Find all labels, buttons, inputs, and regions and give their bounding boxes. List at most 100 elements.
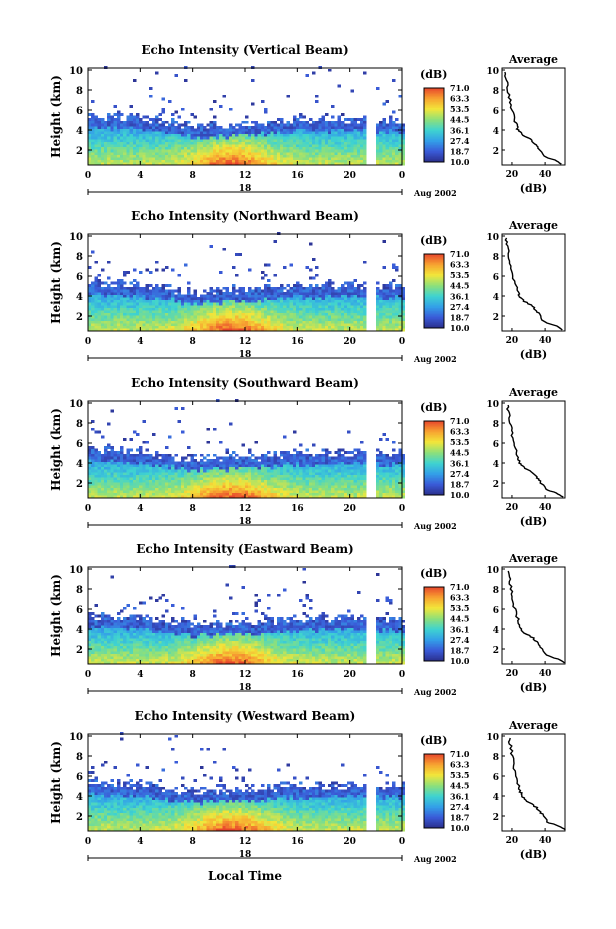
heatmap-cell: [187, 472, 191, 475]
heatmap-cell: [328, 120, 332, 124]
heatmap-cell: [241, 141, 246, 145]
heatmap-cell: [110, 446, 114, 449]
heatmap-cell: [206, 149, 210, 153]
heatmap-cell: [171, 289, 175, 293]
heatmap-cell: [190, 318, 194, 321]
heatmap-cell: [113, 495, 118, 499]
colorbar-segment: [424, 123, 444, 126]
heatmap-cell: [139, 136, 143, 140]
heatmap-cell: [225, 302, 230, 306]
heatmap-cell: [289, 490, 294, 494]
heatmap-cell: [385, 302, 390, 306]
heatmap-cell: [152, 474, 156, 478]
heatmap-cell: [155, 299, 159, 303]
heatmap-cell: [203, 320, 207, 324]
heatmap-cell: [113, 474, 118, 478]
heatmap-cell: [126, 461, 130, 465]
heatmap-cell: [184, 482, 188, 486]
heatmap-cell: [376, 328, 380, 332]
heatmap-cell: [209, 477, 214, 481]
heatmap-cell: [308, 302, 313, 306]
heatmap-cell: [104, 144, 108, 148]
heatmap-cell: [283, 477, 287, 481]
heatmap-cell: [379, 146, 383, 150]
heatmap-cell: [132, 79, 137, 83]
heatmap-cell: [388, 128, 393, 132]
heatmap-cell: [385, 126, 390, 129]
heatmap-cell: [206, 133, 210, 137]
heatmap-cell: [155, 123, 159, 127]
heatmap-cell: [216, 292, 220, 295]
heatmap-cell: [344, 139, 348, 142]
heatmap-cell: [97, 126, 102, 129]
colorbar-segment: [424, 317, 444, 320]
heatmap-cell: [136, 456, 140, 460]
heatmap-cell: [289, 461, 294, 465]
heatmap-cell: [305, 461, 310, 465]
heatmap-cell: [88, 120, 92, 124]
heatmap-cell: [206, 144, 210, 148]
heatmap-cell: [110, 487, 114, 491]
heatmap-cell: [145, 115, 150, 119]
heatmap-cell: [238, 307, 242, 311]
heatmap-cell: [187, 446, 191, 449]
heatmap-cell: [113, 469, 118, 473]
heatmap-cell: [206, 472, 210, 475]
heatmap-cell: [225, 487, 230, 491]
heatmap-cell: [289, 310, 294, 314]
heatmap-cell: [209, 305, 214, 308]
heatmap-cell: [97, 307, 102, 311]
heatmap-cell: [382, 133, 386, 137]
heatmap-cell: [299, 286, 303, 290]
heatmap-cell: [219, 157, 223, 161]
heatmap-cell: [225, 312, 230, 316]
heatmap-cell: [251, 133, 255, 137]
heatmap-cell: [264, 453, 268, 457]
heatmap-cell: [238, 289, 242, 293]
heatmap-cell: [235, 479, 239, 483]
heatmap-cell: [148, 146, 153, 150]
heatmap-cell: [318, 474, 322, 478]
heatmap-cell: [241, 152, 246, 155]
heatmap-cell: [171, 487, 175, 491]
heatmap-cell: [280, 477, 284, 481]
heatmap-cell: [248, 451, 252, 455]
heatmap-cell: [212, 128, 217, 132]
heatmap-cell: [216, 328, 220, 332]
heatmap-cell: [148, 487, 153, 491]
heatmap-cell: [315, 474, 319, 478]
heatmap-cell: [379, 131, 383, 135]
heatmap-cell: [184, 466, 188, 470]
heatmap-cell: [212, 466, 217, 470]
heatmap-cell: [241, 136, 246, 140]
heatmap-cell: [110, 126, 114, 129]
colorbar-segment: [424, 91, 444, 94]
heatmap-cell: [257, 292, 262, 295]
heatmap-cell: [219, 144, 223, 148]
heatmap-cell: [91, 492, 95, 496]
heatmap-cell: [257, 325, 262, 329]
heatmap-cell: [152, 128, 156, 132]
heatmap-cell: [398, 159, 402, 163]
heatmap-cell: [216, 315, 220, 319]
heatmap-cell: [180, 149, 185, 153]
heatmap-cell: [113, 141, 118, 145]
heatmap-cell: [244, 131, 249, 135]
heatmap-cell: [136, 294, 140, 298]
heatmap-cell: [91, 131, 95, 135]
heatmap-cell: [254, 299, 258, 303]
heatmap-cell: [318, 154, 322, 158]
heatmap-cell: [184, 152, 188, 155]
heatmap-cell: [273, 139, 278, 142]
heatmap-cell: [267, 320, 271, 324]
heatmap-cell: [120, 292, 124, 295]
heatmap-cell: [142, 149, 146, 153]
heatmap-cell: [187, 495, 191, 499]
heatmap-cell: [321, 284, 326, 288]
heatmap-cell: [148, 87, 153, 90]
heatmap-cell: [132, 307, 137, 311]
heatmap-cell: [248, 159, 252, 163]
heatmap-cell: [360, 149, 364, 153]
colorbar-segment: [424, 148, 444, 151]
heatmap-cell: [91, 123, 95, 127]
